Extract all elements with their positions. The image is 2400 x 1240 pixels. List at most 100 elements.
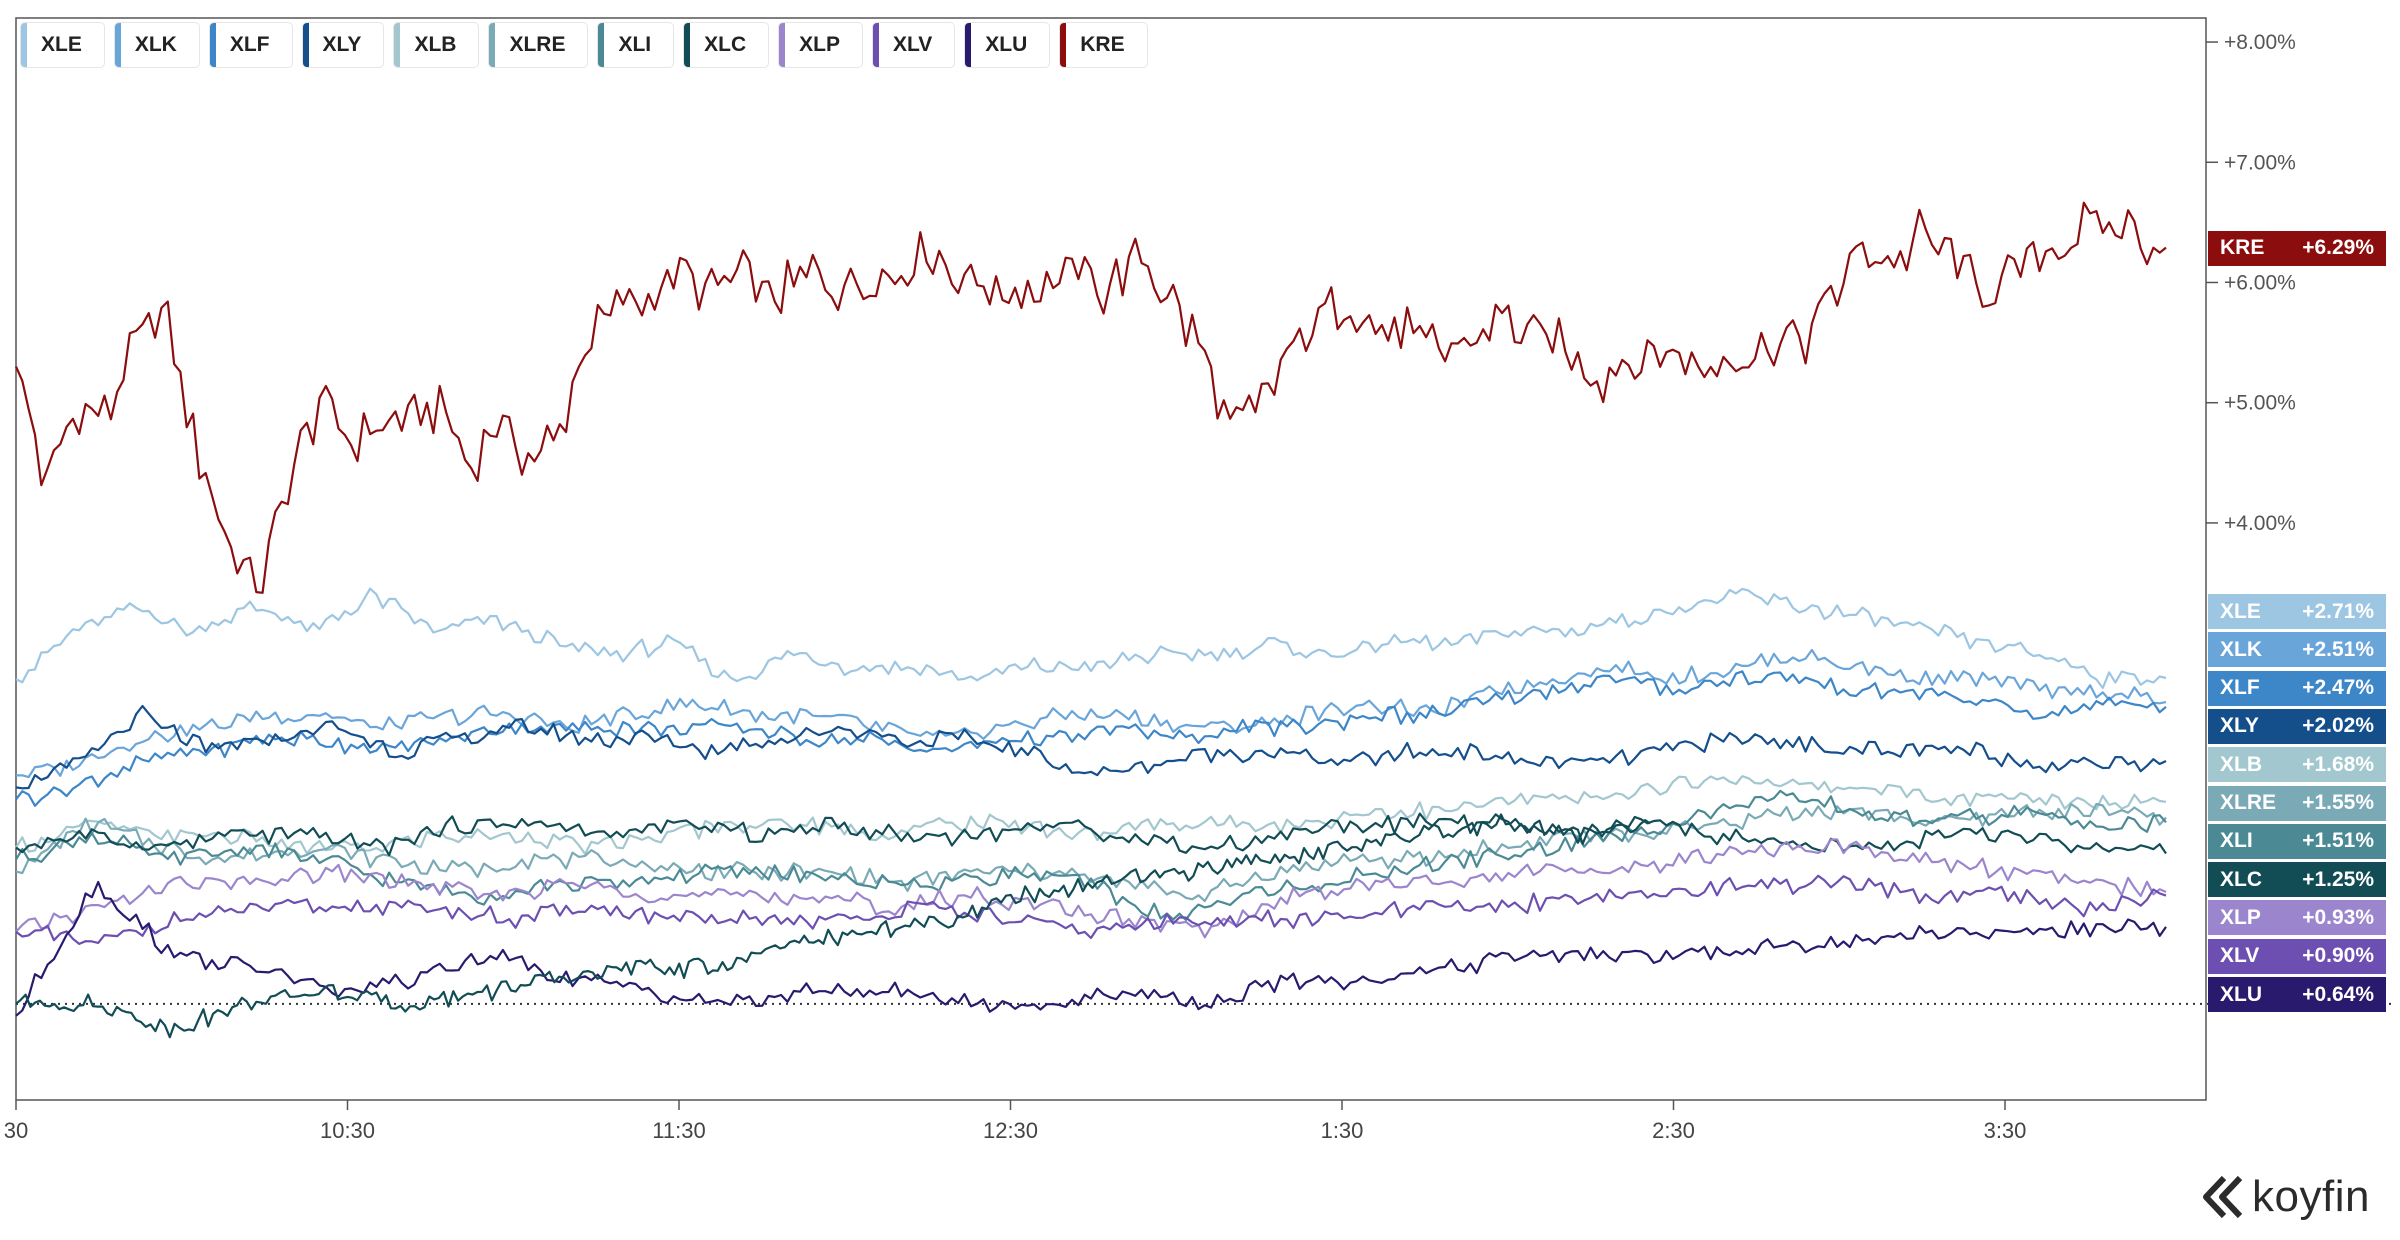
badge-name: XLU xyxy=(2220,982,2262,1006)
badge-value: +1.55% xyxy=(2302,791,2374,814)
badge-value: +1.25% xyxy=(2302,867,2374,891)
badge-xle: XLE +2.71% xyxy=(2208,594,2386,629)
badge-name: XLP xyxy=(2220,905,2261,929)
legend-item-xlb[interactable]: XLB xyxy=(393,22,480,68)
x-tick-label: 30 xyxy=(4,1118,28,1143)
legend-swatch xyxy=(114,23,121,67)
legend-label: XLV xyxy=(892,33,933,56)
badge-xlc: XLC +1.25% xyxy=(2208,862,2386,898)
badge-value: +6.29% xyxy=(2302,236,2374,260)
series-line-xlp xyxy=(15,838,2167,939)
x-tick-label: 3:30 xyxy=(1984,1118,2027,1143)
x-tick-label: 2:30 xyxy=(1652,1118,1695,1143)
badge-value: +0.93% xyxy=(2302,905,2374,929)
badge-xlv: XLV +0.90% xyxy=(2208,938,2386,974)
legend-label: XLY xyxy=(322,33,362,56)
legend-label: KRE xyxy=(1080,33,1125,56)
legend-swatch xyxy=(872,23,879,67)
plot-frame xyxy=(15,17,2207,1101)
badge-value: +1.51% xyxy=(2302,829,2374,853)
badge-name: XLY xyxy=(2220,714,2259,738)
x-tick-label: 1:30 xyxy=(1321,1118,1364,1143)
badge-value: +2.71% xyxy=(2302,599,2374,623)
badge-xlk: XLK +2.51% xyxy=(2208,632,2386,668)
badge-xly: XLY +2.02% xyxy=(2208,708,2386,744)
legend-label: XLB xyxy=(414,33,457,56)
series-line-xle xyxy=(15,587,2167,690)
x-tick-label: 10:30 xyxy=(320,1118,375,1143)
badge-xli: XLI +1.51% xyxy=(2208,823,2386,859)
legend-label: XLI xyxy=(618,33,652,56)
legend-swatch xyxy=(598,23,605,67)
series-line-xli xyxy=(15,789,2167,922)
badge-name: KRE xyxy=(2220,236,2265,260)
legend-item-xlu[interactable]: XLU xyxy=(964,22,1051,68)
koyfin-logo-icon xyxy=(2203,1175,2243,1219)
y-tick-label: +7.00% xyxy=(2224,151,2296,174)
badge-value: +0.64% xyxy=(2302,982,2374,1006)
legend-swatch xyxy=(965,23,972,67)
badge-name: XLK xyxy=(2220,637,2262,661)
series-lines xyxy=(14,201,2167,1039)
badge-name: XLC xyxy=(2220,867,2262,891)
badge-name: XLV xyxy=(2220,944,2260,968)
legend-swatch xyxy=(489,23,496,67)
badge-value: +0.90% xyxy=(2302,944,2374,968)
legend-item-xle[interactable]: XLE xyxy=(20,22,105,68)
legend-item-xli[interactable]: XLI xyxy=(597,22,675,68)
axes xyxy=(15,17,2396,1101)
legend-swatch xyxy=(21,23,27,67)
legend-item-xlre[interactable]: XLRE xyxy=(488,22,589,68)
y-tick-label: +8.00% xyxy=(2224,31,2296,54)
legend-swatch xyxy=(394,23,401,67)
badge-xlb: XLB +1.68% xyxy=(2208,747,2386,783)
legend-item-xly[interactable]: XLY xyxy=(301,22,385,68)
badge-xlre: XLRE +1.55% xyxy=(2208,785,2386,821)
legend-label: XLK xyxy=(134,33,177,56)
brand-name: koyfin xyxy=(2252,1172,2370,1221)
badge-name: XLI xyxy=(2220,829,2253,853)
badge-xlf: XLF +2.47% xyxy=(2208,670,2386,706)
series-line-xlv xyxy=(15,874,2167,945)
legend-item-xlf[interactable]: XLF xyxy=(208,22,293,68)
legend-swatch xyxy=(302,23,309,67)
y-tick-label: +6.00% xyxy=(2224,271,2296,294)
legend-item-kre[interactable]: KRE xyxy=(1059,22,1148,68)
badge-value: +2.51% xyxy=(2302,637,2374,661)
x-tick-label: 11:30 xyxy=(652,1118,705,1143)
legend-item-xlc[interactable]: XLC xyxy=(683,22,770,68)
legend-label: XLC xyxy=(704,33,747,56)
legend-swatch xyxy=(779,23,786,67)
legend-label: XLF xyxy=(229,33,270,56)
series-line-xlu xyxy=(15,880,2167,1017)
series-line-xlc-low xyxy=(15,813,1651,1039)
badge-xlp: XLP +0.93% xyxy=(2208,900,2386,936)
x-axis: 30 10:30 11:30 12:30 1:30 2:30 3:30 xyxy=(4,1100,2027,1143)
series-line-xlc xyxy=(15,812,2167,857)
badge-name: XLE xyxy=(2220,599,2261,623)
legend-swatch xyxy=(209,23,216,67)
legend-label: XLE xyxy=(41,33,82,56)
legend-swatch xyxy=(1060,23,1067,67)
series-line-xlf xyxy=(15,670,2167,807)
legend-label: XLU xyxy=(985,33,1028,56)
y-axis: +8.00% +7.00% +6.00% +5.00% +4.00% xyxy=(2206,31,2296,535)
badge-name: XLB xyxy=(2220,752,2262,776)
legend-label: XLRE xyxy=(509,33,566,56)
series-line-xlk xyxy=(15,648,2167,779)
badge-xlu: XLU +0.64% xyxy=(2208,977,2386,1012)
series-line-xlre xyxy=(15,802,2167,903)
legend-item-xlk[interactable]: XLK xyxy=(113,22,200,68)
legend-item-xlp[interactable]: XLP xyxy=(778,22,863,68)
legend-label: XLP xyxy=(799,33,840,56)
x-tick-label: 12:30 xyxy=(983,1118,1038,1143)
series-line-kre xyxy=(14,201,2167,594)
legend: XLE XLK XLF XLY XLB XLRE XLI XLC XLP XLV XLU KRE xyxy=(20,22,1148,68)
badge-name: XLF xyxy=(2220,676,2260,700)
badge-value: +1.68% xyxy=(2302,752,2374,776)
y-tick-label: +5.00% xyxy=(2224,392,2296,415)
legend-item-xlv[interactable]: XLV xyxy=(871,22,956,68)
badge-name: XLRE xyxy=(2220,791,2277,814)
badge-kre: KRE +6.29% xyxy=(2208,230,2386,266)
